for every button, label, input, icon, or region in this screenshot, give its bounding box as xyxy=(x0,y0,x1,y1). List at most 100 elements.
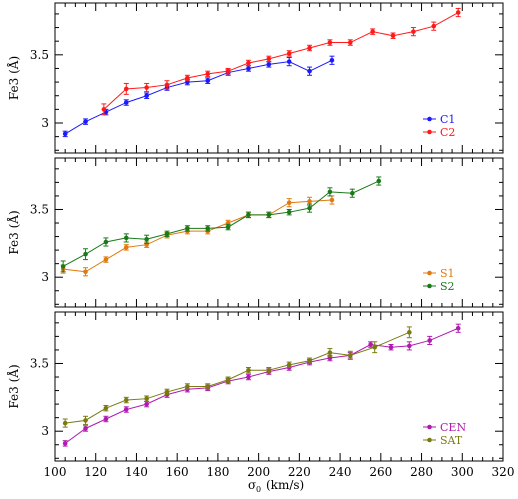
data-point xyxy=(123,100,129,105)
plot-frame xyxy=(54,311,504,462)
data-point xyxy=(372,344,378,350)
data-point xyxy=(185,226,190,231)
data-point xyxy=(246,60,251,66)
y-axis-label: Fe3 (Å) xyxy=(6,364,21,408)
data-point xyxy=(246,374,251,380)
data-point xyxy=(266,62,272,67)
data-point xyxy=(205,384,211,389)
data-point xyxy=(83,119,88,124)
data-point xyxy=(370,29,375,34)
data-point xyxy=(123,245,129,250)
data-point xyxy=(123,86,129,92)
data-point xyxy=(307,199,312,204)
series-c1: C1 xyxy=(62,55,455,138)
y-tick-label: 3 xyxy=(41,270,49,284)
data-point xyxy=(60,264,66,269)
x-axis-title: σ 0 (km/s) xyxy=(248,478,304,494)
data-point xyxy=(205,226,211,231)
x-tick-label: 280 xyxy=(410,465,433,479)
data-point xyxy=(286,209,292,215)
series-sat: SAT xyxy=(62,326,463,447)
legend-label: CEN xyxy=(440,421,466,434)
data-point xyxy=(266,367,272,373)
data-point xyxy=(144,93,149,99)
legend-label: S2 xyxy=(440,280,455,293)
legend-marker xyxy=(427,424,432,430)
data-point xyxy=(327,40,333,45)
data-point xyxy=(164,389,170,395)
data-point xyxy=(83,426,88,431)
data-point xyxy=(407,330,412,335)
data-point xyxy=(144,236,149,242)
data-point xyxy=(266,212,272,218)
data-point xyxy=(123,397,129,403)
data-point xyxy=(103,405,109,411)
series-s2: S2 xyxy=(60,176,455,293)
legend-label: C2 xyxy=(440,126,455,139)
data-point xyxy=(307,68,312,74)
series-line xyxy=(64,327,459,444)
series-line xyxy=(65,331,410,424)
data-point xyxy=(246,367,251,373)
data-point xyxy=(103,416,109,422)
x-axis-label-units: (km/s) xyxy=(266,478,304,492)
data-point xyxy=(327,350,333,355)
series-line xyxy=(62,180,379,267)
x-tick-label: 200 xyxy=(247,465,270,479)
legend-marker xyxy=(427,116,432,122)
data-point xyxy=(144,85,149,90)
x-tick-label: 300 xyxy=(451,465,474,479)
data-point xyxy=(205,71,211,77)
data-point xyxy=(376,178,382,184)
x-tick-label: 140 xyxy=(125,465,148,479)
data-point xyxy=(144,396,149,401)
legend-marker xyxy=(427,437,432,443)
data-point xyxy=(307,45,312,51)
data-point xyxy=(103,239,109,245)
data-point xyxy=(368,342,373,347)
data-point xyxy=(329,197,335,203)
x-axis-label-subscript: 0 xyxy=(256,485,261,494)
y-tick-label: 3.5 xyxy=(30,202,49,216)
x-tick-label: 120 xyxy=(84,465,107,479)
data-point xyxy=(164,231,170,237)
data-point xyxy=(307,205,312,211)
data-point xyxy=(266,56,272,62)
data-point xyxy=(225,377,231,383)
series-cen: CEN xyxy=(62,323,466,447)
data-point xyxy=(103,257,109,262)
data-point xyxy=(246,66,251,71)
data-point xyxy=(455,325,461,331)
x-tick-label: 100 xyxy=(44,465,67,479)
x-tick-label: 180 xyxy=(206,465,229,479)
x-tick-label: 160 xyxy=(166,465,189,479)
data-point xyxy=(101,107,107,112)
data-point xyxy=(347,353,353,358)
legend-label: SAT xyxy=(440,434,463,447)
data-point xyxy=(185,384,190,389)
y-tick-label: 3 xyxy=(41,424,49,438)
y-tick-label: 3.5 xyxy=(30,356,49,370)
data-point xyxy=(431,23,437,29)
y-tick-label: 3 xyxy=(41,116,49,130)
data-point xyxy=(205,78,211,84)
data-point xyxy=(307,358,312,364)
x-tick-label: 220 xyxy=(288,465,311,479)
series-line xyxy=(103,12,459,110)
data-point xyxy=(411,29,416,34)
series-s1: S1 xyxy=(60,195,455,280)
x-tick-label: 240 xyxy=(329,465,352,479)
x-tick-label: 260 xyxy=(369,465,392,479)
data-point xyxy=(225,224,231,230)
data-point xyxy=(329,57,335,63)
x-tick-label: 320 xyxy=(492,465,515,479)
data-point xyxy=(83,251,88,257)
data-point xyxy=(327,189,333,195)
data-point xyxy=(123,407,129,412)
data-point xyxy=(144,401,149,407)
legend-marker xyxy=(427,283,432,289)
